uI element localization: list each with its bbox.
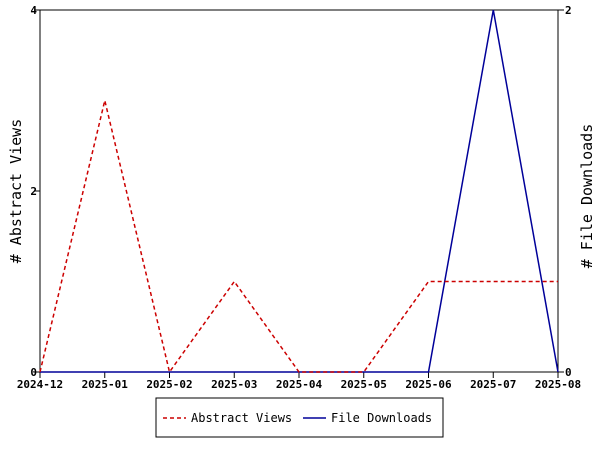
x-tick-label: 2025-07 <box>470 378 516 391</box>
left-y-tick-label: 4 <box>30 4 37 17</box>
series-line-abstract-views <box>39 100 558 374</box>
plot-area <box>39 9 559 373</box>
x-tick-label: 2025-04 <box>276 378 323 391</box>
x-axis: 2024-12 2025-01 2025-02 2025-03 2025-04 2025-… <box>17 372 581 391</box>
left-y-tick-label: 2 <box>30 185 37 198</box>
right-y-tick-label: 0 <box>565 366 572 379</box>
x-tick-label: 2025-03 <box>211 378 257 391</box>
legend: Abstract Views File Downloads <box>155 397 444 438</box>
left-y-tick-label: 0 <box>30 366 37 379</box>
x-tick-label: 2024-12 <box>17 378 63 391</box>
legend-box <box>155 397 444 438</box>
x-tick-label: 2025-06 <box>405 378 452 391</box>
left-y-axis: 0 2 4 <box>30 4 40 379</box>
right-y-axis: 02 <box>558 4 572 379</box>
legend-label-abstract-views: Abstract Views <box>191 411 292 425</box>
x-tick-label: 2025-01 <box>82 378 129 391</box>
series-lines <box>39 9 559 374</box>
legend-label-file-downloads: File Downloads <box>331 411 432 425</box>
right-y-tick-label: 2 <box>565 4 572 17</box>
x-tick-label: 2025-02 <box>146 378 192 391</box>
x-tick-label: 2025-08 <box>535 378 581 391</box>
right-y-axis-title: # File Downloads <box>578 124 596 269</box>
x-tick-label: 2025-05 <box>341 378 387 391</box>
left-y-axis-title: # Abstract Views <box>7 119 25 264</box>
